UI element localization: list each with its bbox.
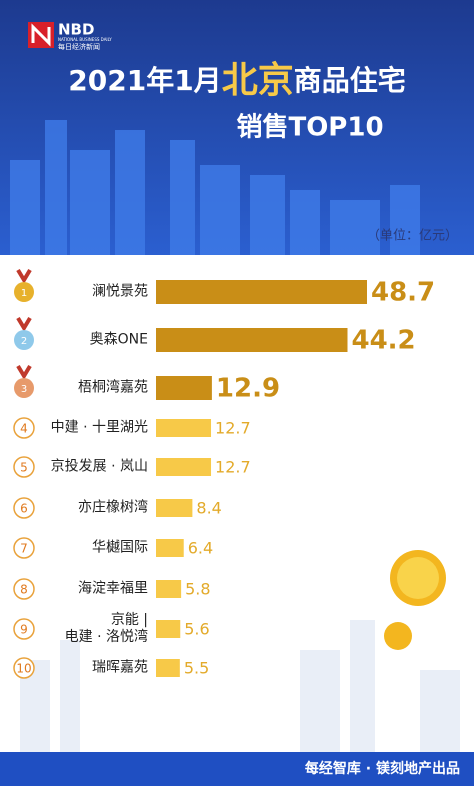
category-label: 瑞晖嘉苑: [92, 659, 148, 676]
category-label: 京投发展 · 岚山: [50, 458, 148, 475]
rank-circle: [13, 537, 35, 559]
category-label: 华樾国际: [92, 539, 148, 556]
value-label: 6.4: [188, 539, 213, 558]
medal: [14, 330, 34, 350]
category-label: 亦庄橡树湾: [78, 499, 148, 516]
logo-chinese: 每日经济新闻: [58, 42, 100, 51]
title-part: 2021年1月: [68, 64, 221, 97]
medal: [14, 282, 34, 302]
skyline: [10, 120, 420, 255]
category-label: 梧桐湾嘉苑: [78, 379, 148, 396]
logo-text: NBD: [58, 21, 94, 39]
value-label: 12.7: [215, 458, 251, 477]
category-label: 京能 | 电建 · 洛悦湾: [64, 612, 148, 645]
rank: 9: [20, 623, 28, 637]
unit-label: （单位：亿元）: [367, 229, 458, 244]
bar: [156, 499, 193, 517]
bar: [156, 620, 181, 638]
bar: [156, 458, 212, 476]
value-label: 12.9: [216, 374, 280, 404]
category-label: 奥森ONE: [89, 331, 148, 348]
medal-ribbon: [16, 268, 32, 284]
bar: [156, 659, 180, 677]
rank: 8: [20, 583, 28, 597]
value-label: 5.5: [184, 659, 209, 678]
bar: [156, 376, 212, 400]
rank: 5: [20, 461, 28, 475]
value-label: 8.4: [196, 499, 221, 518]
category-label: 澜悦景苑: [92, 283, 148, 300]
value-label: 48.7: [371, 278, 435, 308]
bottom-skyline: [20, 620, 460, 760]
medal-ribbon: [16, 316, 32, 332]
chart-title-line2: 销售TOP10: [236, 112, 383, 143]
bar: [156, 419, 212, 437]
rank-circle: [13, 578, 35, 600]
category-label: 中建 · 十里湖光: [50, 419, 148, 436]
rank: 4: [20, 422, 28, 436]
medal: [14, 378, 34, 398]
rank-circle: [13, 618, 35, 640]
logo-n: [31, 23, 51, 47]
rank-circle: [13, 456, 35, 478]
value-label: 5.8: [185, 580, 210, 599]
rank: 3: [21, 384, 27, 395]
chart-title: 2021年1月北京商品住宅: [68, 59, 405, 101]
value-label: 12.7: [215, 419, 251, 438]
rank: 6: [20, 502, 28, 516]
value-label: 5.6: [184, 620, 209, 639]
rank-circle: [13, 657, 35, 679]
rank: 7: [20, 542, 28, 556]
value-label: 44.2: [352, 326, 416, 356]
rank: 1: [21, 288, 27, 299]
category-label: 海淀幸福里: [78, 580, 148, 597]
bar: [156, 539, 184, 557]
footer: 每经智库 · 镁刻地产出品: [305, 760, 460, 777]
title-highlight: 北京: [222, 59, 294, 101]
coin: [397, 557, 439, 599]
rank-circle: [13, 497, 35, 519]
title-part: 商品住宅: [294, 64, 406, 97]
rank-circle: [13, 417, 35, 439]
rank: 10: [16, 662, 31, 676]
rank: 2: [21, 336, 27, 347]
bar: [156, 328, 348, 352]
bar: [156, 580, 182, 598]
bar: [156, 280, 367, 304]
logo-english: NATIONAL BUSINESS DAILY: [58, 37, 112, 42]
coin: [384, 622, 412, 650]
footer-bg: [0, 752, 474, 786]
medal-ribbon: [16, 364, 32, 380]
